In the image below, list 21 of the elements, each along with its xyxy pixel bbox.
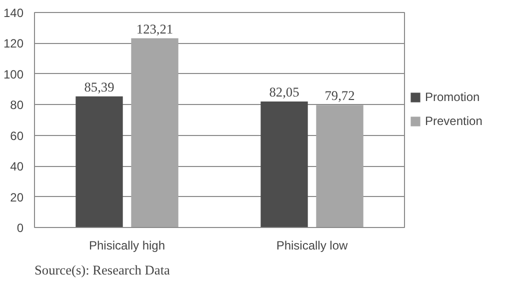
x-tick-label: Phisically low — [276, 238, 348, 252]
y-tick-label: 40 — [10, 160, 24, 174]
source-note: Source(s): Research Data — [34, 262, 170, 278]
data-label: 79,72 — [324, 88, 355, 104]
data-label: 82,05 — [269, 84, 300, 100]
bar — [76, 96, 123, 228]
y-tick-label: 0 — [16, 221, 24, 235]
data-label: 85,39 — [84, 79, 115, 94]
x-tick-label: Phisically high — [88, 238, 166, 252]
legend-label: Prevention — [425, 114, 482, 128]
bar — [260, 101, 308, 228]
y-tick-label: 80 — [10, 98, 24, 112]
y-tick-label: 140 — [3, 6, 24, 20]
data-label: 123,21 — [136, 21, 174, 36]
bar — [316, 105, 364, 228]
legend-label: Promotion — [425, 90, 480, 104]
y-tick-label: 120 — [3, 36, 24, 51]
y-tick-label: 20 — [10, 190, 24, 204]
y-tick-label: 100 — [3, 67, 24, 82]
bar — [131, 38, 178, 228]
y-tick-label: 60 — [10, 128, 24, 143]
